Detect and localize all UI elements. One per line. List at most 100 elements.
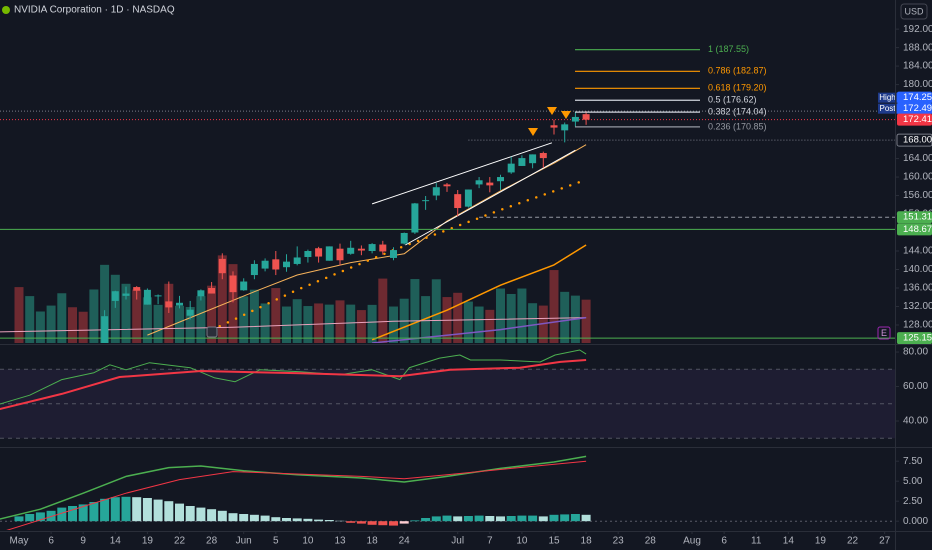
x-tick-label: Jun bbox=[236, 536, 252, 547]
histogram-bar bbox=[560, 514, 570, 522]
candle-body bbox=[272, 259, 280, 270]
candle-body bbox=[240, 281, 248, 291]
histogram-bar bbox=[517, 515, 527, 522]
macd-pane bbox=[0, 455, 895, 530]
event-marker[interactable] bbox=[877, 326, 891, 340]
histogram-bar bbox=[110, 497, 120, 522]
candle-body bbox=[475, 180, 483, 185]
price-pane: 1 (187.55) 0.786 (182.87) 0.618 (179.20) 0.… bbox=[0, 44, 895, 343]
volume-bar bbox=[431, 279, 441, 343]
volume-bar bbox=[271, 288, 281, 343]
volume-bar bbox=[142, 297, 152, 343]
y-tick-label: 192.00 bbox=[903, 24, 932, 35]
volume-bar bbox=[25, 296, 35, 343]
x-tick-label: 22 bbox=[174, 536, 186, 547]
x-tick-label: May bbox=[10, 536, 29, 547]
volume-bar bbox=[196, 296, 206, 343]
volume-bar bbox=[496, 288, 505, 343]
histogram-bar bbox=[581, 514, 591, 522]
volume-bar bbox=[474, 306, 484, 343]
x-tick-label: Jul bbox=[451, 536, 464, 547]
histogram-bar bbox=[121, 496, 131, 522]
volume-bar bbox=[57, 293, 67, 343]
histogram-bar bbox=[68, 506, 77, 522]
volume-bar bbox=[35, 311, 45, 343]
x-tick-label: 10 bbox=[302, 536, 314, 547]
x-tick-label: Aug bbox=[683, 536, 701, 547]
histogram-bar bbox=[378, 521, 388, 526]
x-tick-label: 14 bbox=[783, 536, 795, 547]
candle-body bbox=[539, 153, 547, 159]
histogram-bar bbox=[453, 516, 463, 522]
y-tick-label: 140.00 bbox=[903, 264, 932, 275]
candle-body bbox=[357, 248, 365, 251]
x-tick-label: 24 bbox=[399, 536, 411, 547]
histogram-bar bbox=[496, 516, 505, 522]
fib-label: 0.382 (174.04) bbox=[708, 107, 767, 117]
candle-body bbox=[368, 244, 376, 252]
candle-body bbox=[176, 302, 183, 306]
x-tick-label: 28 bbox=[645, 536, 657, 547]
price-badge bbox=[897, 113, 932, 126]
histogram-bar bbox=[324, 520, 334, 522]
histogram-bar bbox=[303, 518, 313, 522]
candle-body bbox=[550, 125, 558, 128]
candle-body bbox=[518, 158, 526, 166]
volume-bar bbox=[389, 306, 398, 343]
candle-body bbox=[197, 290, 205, 297]
y-tick-label: 156.00 bbox=[903, 190, 932, 201]
indicator-line bbox=[0, 359, 587, 411]
histogram-bar bbox=[538, 516, 548, 522]
y-tick-label: 164.00 bbox=[903, 153, 932, 164]
currency-button[interactable] bbox=[900, 3, 928, 20]
x-tick-label: 19 bbox=[142, 536, 154, 547]
y-tick-label: 136.00 bbox=[903, 283, 932, 294]
candle-body bbox=[293, 257, 301, 264]
candle-body bbox=[422, 200, 430, 202]
histogram-bar bbox=[549, 514, 559, 522]
histogram-bar bbox=[346, 521, 356, 523]
indicator-line bbox=[0, 317, 587, 333]
histogram-bar bbox=[442, 515, 452, 522]
indicator-line bbox=[371, 142, 553, 205]
volume-bar bbox=[153, 304, 163, 343]
candle-body bbox=[390, 250, 397, 258]
symbol-logo bbox=[2, 6, 10, 14]
volume-bar bbox=[164, 283, 174, 343]
badge-name-box bbox=[878, 92, 897, 103]
fib-label: 0.618 (179.20) bbox=[708, 83, 767, 93]
histogram-bar bbox=[399, 521, 409, 524]
candle-body bbox=[154, 295, 162, 297]
histogram-bar bbox=[57, 507, 67, 522]
dividend-marker[interactable] bbox=[206, 326, 218, 338]
price-badge bbox=[897, 211, 932, 224]
x-tick-label: 9 bbox=[80, 536, 86, 547]
badge-name: High bbox=[879, 93, 895, 102]
candle-body bbox=[411, 203, 419, 233]
volume-bar bbox=[581, 299, 591, 343]
histogram-bar bbox=[431, 516, 441, 522]
volume-bar bbox=[335, 300, 345, 343]
candle-body bbox=[347, 247, 355, 254]
candle-body bbox=[315, 248, 323, 257]
histogram-bar bbox=[463, 516, 473, 522]
y-tick-label: 80.00 bbox=[903, 347, 928, 358]
price-badge-label: 148.67 bbox=[903, 224, 932, 235]
axes: 192.00188.00184.00180.00176.00164.00160.… bbox=[10, 24, 932, 547]
histogram-bar bbox=[282, 518, 291, 522]
histogram-bar bbox=[506, 516, 516, 522]
volume-bar bbox=[346, 304, 356, 343]
histogram-bar bbox=[474, 515, 484, 522]
candle-body bbox=[250, 263, 258, 276]
candle-body bbox=[529, 154, 537, 164]
signal-marker bbox=[561, 111, 571, 119]
histogram-bar bbox=[25, 514, 35, 522]
price-badge-label: 168.00 bbox=[903, 135, 932, 146]
volume-bar bbox=[249, 289, 259, 343]
candle-body bbox=[283, 261, 290, 268]
candle-body bbox=[561, 124, 569, 131]
candle-body bbox=[507, 163, 515, 173]
volume-bar bbox=[100, 264, 110, 343]
y-tick-label: 5.00 bbox=[903, 476, 923, 487]
